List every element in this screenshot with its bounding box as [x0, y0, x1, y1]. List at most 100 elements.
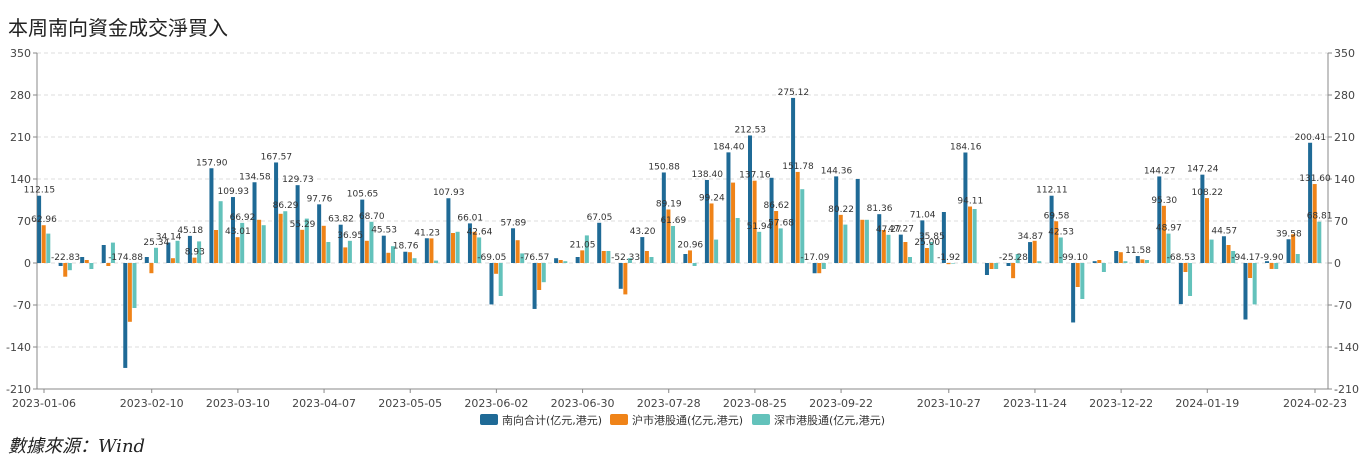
bar [494, 263, 499, 274]
bar [575, 257, 580, 263]
bar [1075, 263, 1080, 287]
bar [300, 229, 305, 263]
bar [1274, 263, 1279, 269]
bar [101, 245, 106, 263]
bar [1097, 260, 1102, 263]
data-label: 57.89 [500, 218, 526, 228]
data-label: 144.27 [1144, 166, 1176, 176]
data-label: 8.93 [185, 248, 205, 258]
axes: -210 -210 -140 -140 -70 -70 0 0 70 70 140 140 210 210… [6, 47, 1359, 410]
bar [170, 258, 175, 263]
bar [1140, 259, 1145, 263]
x-tick-label: 2023-05-05 [378, 397, 442, 410]
bar [1188, 263, 1193, 296]
bar [769, 177, 774, 263]
bar [429, 238, 434, 263]
bar [735, 218, 740, 263]
legend: 南向合计(亿元,港元) 沪市港股通(亿元,港元) 深市港股通(亿元,港元) [480, 413, 885, 427]
bar [123, 263, 128, 368]
bar [283, 211, 288, 263]
data-label: -1.92 [937, 253, 960, 263]
data-label: 47.27 [888, 225, 914, 235]
bar [989, 263, 994, 269]
bars [37, 97, 1322, 368]
bar [671, 225, 676, 263]
data-label: 20.96 [677, 240, 703, 250]
bar [46, 233, 51, 263]
bar [601, 251, 606, 263]
bar [537, 263, 542, 290]
data-label: 107.93 [433, 188, 465, 198]
data-label: -52.33 [611, 253, 640, 263]
bar [257, 219, 262, 263]
data-label: -76.57 [520, 253, 549, 263]
bar [209, 168, 214, 263]
y-tick-label-right: -70 [1334, 299, 1352, 312]
bar [343, 247, 348, 263]
data-label: 55.29 [290, 220, 316, 230]
data-label: 66.92 [230, 213, 256, 223]
bar [1286, 239, 1291, 263]
bar [1291, 234, 1296, 263]
y-tick-label-right: 350 [1334, 47, 1355, 60]
legend-swatch [610, 414, 628, 425]
y-tick-label-right: 140 [1334, 173, 1355, 186]
bar [197, 241, 202, 263]
bar [994, 263, 999, 269]
bar [731, 182, 736, 263]
x-tick-label: 2023-06-30 [551, 397, 615, 410]
bar [1231, 251, 1236, 263]
bar [166, 242, 171, 263]
data-label: 129.73 [282, 175, 314, 185]
bar [597, 222, 602, 263]
bar [666, 209, 671, 263]
bar [623, 263, 628, 295]
bar [1269, 263, 1274, 269]
bar [321, 225, 326, 263]
data-label: 21.05 [570, 240, 596, 250]
data-label: 45.53 [371, 226, 397, 236]
data-label: 42.64 [467, 227, 493, 237]
bar [472, 231, 477, 263]
bar [1312, 184, 1317, 263]
bar [1204, 198, 1209, 263]
y-tick-label-right: -140 [1334, 341, 1359, 354]
bar [963, 152, 968, 263]
x-tick-label: 2023-10-27 [917, 397, 981, 410]
bar [1166, 233, 1171, 263]
bar [364, 240, 369, 263]
x-tick-label: 2023-01-06 [12, 397, 76, 410]
data-label: 81.36 [867, 204, 893, 214]
bar [424, 238, 429, 263]
y-tick-label-right: 210 [1334, 131, 1355, 144]
data-label: 144.36 [821, 166, 853, 176]
bar [381, 235, 386, 263]
bar [541, 263, 546, 283]
data-label: 18.76 [393, 242, 419, 252]
bar [37, 195, 42, 263]
data-label: 39.58 [1276, 229, 1302, 239]
data-label: 63.82 [328, 215, 354, 225]
bar [84, 260, 89, 263]
source-note: 數據來源：Wind [8, 436, 146, 457]
bar [838, 214, 843, 263]
bar [451, 233, 456, 263]
bar [192, 257, 197, 263]
data-label: 67.05 [587, 213, 613, 223]
bar [968, 206, 973, 263]
data-label: 47.27 [876, 225, 902, 235]
bar [1317, 221, 1322, 263]
y-tick-label-right: -210 [1334, 383, 1359, 396]
bar [791, 97, 796, 264]
data-label: 43.20 [630, 227, 656, 237]
bar [774, 211, 779, 263]
data-label: -9.90 [1260, 253, 1284, 263]
bar [1049, 195, 1054, 263]
y-tick-label-left: 350 [10, 47, 31, 60]
data-label: 48.97 [1156, 224, 1182, 234]
bar [1071, 263, 1076, 323]
x-tick-label: 2023-12-22 [1089, 397, 1153, 410]
data-label: 80.22 [828, 205, 854, 215]
bar [1037, 261, 1042, 263]
